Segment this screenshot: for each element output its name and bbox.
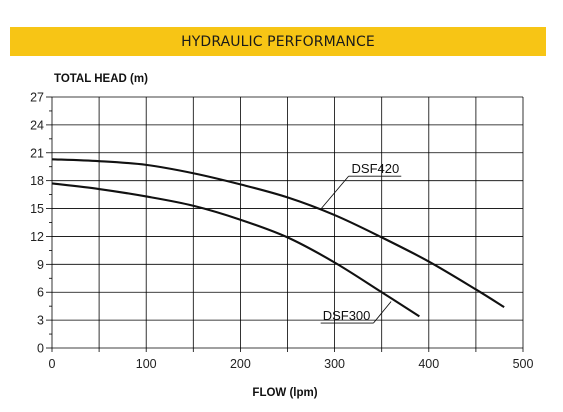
- x-tick-label: 400: [418, 357, 439, 371]
- y-tick-label: 12: [30, 230, 44, 244]
- y-tick-label: 6: [37, 286, 44, 300]
- y-axis-title: TOTAL HEAD (m): [54, 73, 148, 85]
- chart-title: HYDRAULIC PERFORMANCE: [181, 33, 375, 50]
- y-tick-label: 21: [30, 146, 44, 160]
- y-tick-label: 15: [30, 202, 44, 216]
- x-tick-label: 500: [513, 357, 534, 371]
- chart-title-banner: HYDRAULIC PERFORMANCE: [10, 27, 546, 56]
- series: DSF420 DSF300: [51, 158, 505, 324]
- x-axis-title: FLOW (lpm): [252, 387, 317, 399]
- series-line-dsf300: [51, 182, 420, 318]
- tick-labels: 0 100 200 300 400 500 0 3 6 9 12 15 18 21 24 27: [30, 91, 533, 372]
- y-tick-label: 9: [37, 258, 44, 272]
- grid: [46, 96, 524, 352]
- x-tick-label: 0: [49, 357, 56, 371]
- y-tick-label: 3: [37, 314, 44, 328]
- series-label-dsf300: DSF300: [323, 308, 371, 323]
- y-tick-label: 24: [30, 118, 44, 132]
- x-tick-label: 200: [230, 357, 251, 371]
- y-tick-label: 18: [30, 174, 44, 188]
- y-tick-label: 27: [30, 91, 44, 105]
- leader-line: [320, 175, 349, 210]
- x-tick-label: 100: [136, 357, 157, 371]
- series-line-dsf420: [51, 158, 505, 308]
- x-tick-label: 300: [324, 357, 345, 371]
- series-label-dsf420: DSF420: [352, 161, 400, 176]
- leader-line: [373, 301, 392, 324]
- y-tick-label: 0: [37, 342, 44, 356]
